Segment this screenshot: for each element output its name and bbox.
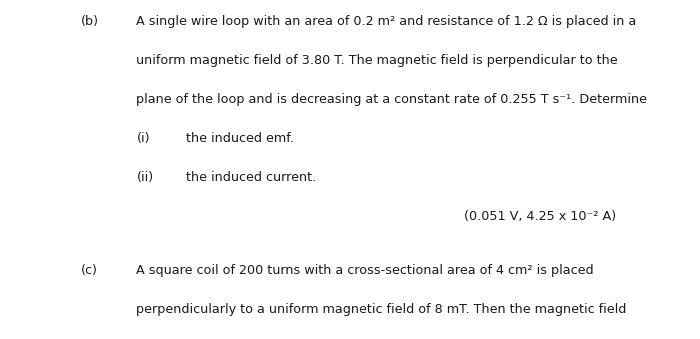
Text: (c): (c) — [80, 264, 97, 277]
Text: (b): (b) — [80, 15, 99, 28]
Text: plane of the loop and is decreasing at a constant rate of 0.255 T s⁻¹. Determine: plane of the loop and is decreasing at a… — [136, 93, 648, 106]
Text: the induced emf.: the induced emf. — [186, 132, 293, 145]
Text: (i): (i) — [136, 132, 150, 145]
Text: A single wire loop with an area of 0.2 m² and resistance of 1.2 Ω is placed in a: A single wire loop with an area of 0.2 m… — [136, 15, 637, 28]
Text: the induced current.: the induced current. — [186, 171, 316, 184]
Text: (ii): (ii) — [136, 171, 153, 184]
Text: uniform magnetic field of 3.80 T. The magnetic field is perpendicular to the: uniform magnetic field of 3.80 T. The ma… — [136, 54, 618, 67]
Text: (0.051 V, 4.25 x 10⁻² A): (0.051 V, 4.25 x 10⁻² A) — [464, 210, 616, 223]
Text: A square coil of 200 turns with a cross-sectional area of 4 cm² is placed: A square coil of 200 turns with a cross-… — [136, 264, 594, 277]
Text: perpendicularly to a uniform magnetic field of 8 mT. Then the magnetic field: perpendicularly to a uniform magnetic fi… — [136, 303, 627, 316]
